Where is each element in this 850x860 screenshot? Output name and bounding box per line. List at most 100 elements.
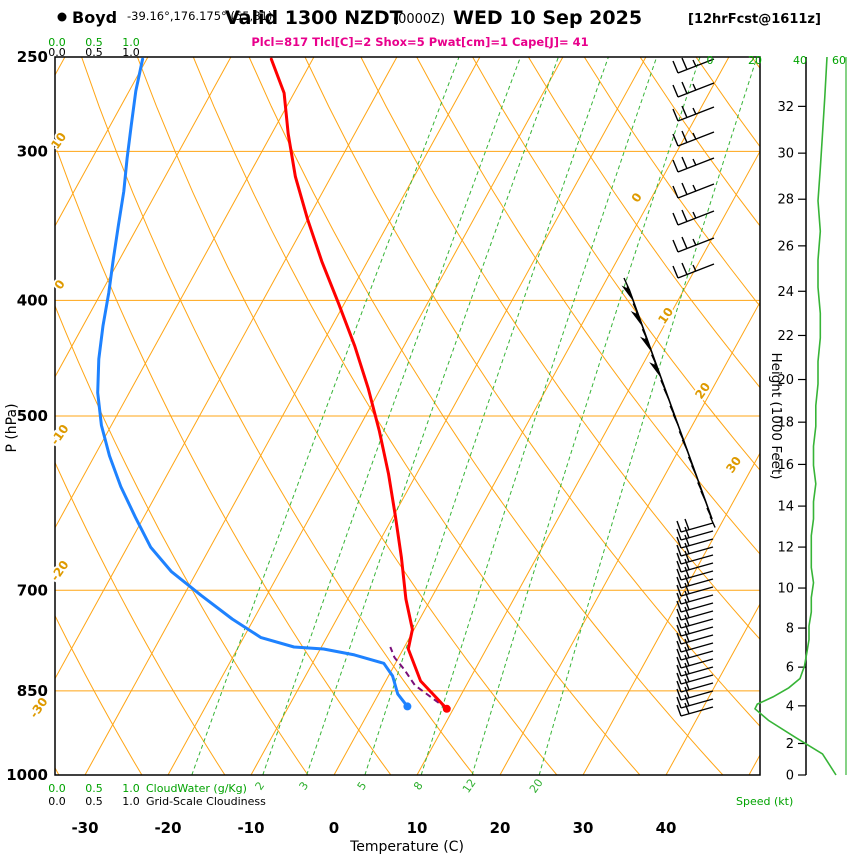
dry-adiabat-line: [81, 57, 475, 775]
dry-adiabat-line: [136, 57, 558, 775]
valid-time: Valid 1300 NZDT: [225, 7, 403, 29]
wind-barb: [692, 158, 697, 166]
speed-tick-label: 20: [748, 54, 762, 67]
wind-barb: [672, 185, 679, 199]
dry-adiabat-line: [192, 57, 641, 775]
gridscale-tick-top: 1.0: [122, 46, 140, 59]
wind-barb: [676, 520, 682, 533]
wind-barb: [676, 624, 682, 637]
isotherm-line: [582, 452, 760, 775]
wind-barb: [676, 576, 682, 589]
wind-barbs: [621, 57, 716, 717]
temperature-tick-label: 0: [329, 819, 339, 837]
wind-barb-flag: [630, 311, 643, 328]
height-tick-label: 12: [777, 541, 794, 556]
speed-axis: 0 20 40 60: [707, 54, 847, 776]
isotherm-label: 30: [723, 454, 744, 476]
wind-barb: [680, 706, 714, 717]
pressure-tick-label: 500: [17, 407, 48, 425]
height-tick-label: 18: [777, 416, 794, 431]
isotherm-line: [84, 57, 481, 775]
isotherm-label: 20: [692, 380, 713, 402]
wind-barb: [681, 236, 688, 249]
wind-barb: [681, 81, 688, 94]
wind-barb: [672, 212, 679, 226]
wind-barb: [700, 490, 707, 503]
dry-adiabat-line: [808, 57, 850, 775]
wind-barb: [676, 632, 682, 645]
wind-barb: [684, 526, 690, 538]
wind-barb: [684, 638, 690, 650]
speed-tick-label: 40: [793, 54, 807, 67]
isotherm-label: 0: [52, 277, 68, 292]
wind-barb: [684, 606, 690, 618]
dry-adiabat-line: [55, 304, 309, 775]
temperature-tick-label: -10: [237, 819, 264, 837]
wind-barb: [681, 182, 688, 195]
title-row: Boyd -39.16°,176.175° (55,81) Valid 1300…: [57, 7, 821, 49]
wind-barb: [684, 582, 690, 594]
mixing-ratio-line: [471, 57, 701, 775]
isotherm-label: -10: [48, 422, 72, 448]
isotherm-line: [665, 603, 760, 775]
wind-barb: [676, 672, 682, 685]
gridscale-axis-label: Grid-Scale Cloudiness: [146, 795, 266, 808]
pressure-tick-label: 250: [17, 48, 48, 66]
wind-barb: [684, 678, 690, 690]
skewt-grid: [55, 57, 850, 775]
wind-barb: [684, 590, 690, 602]
wind-barb: [672, 239, 679, 253]
wind-barb: [684, 542, 690, 554]
wind-barb: [681, 57, 688, 70]
isotherm-label: 10: [48, 130, 69, 152]
height-tick-label: 28: [777, 193, 794, 208]
wind-barb: [676, 608, 682, 621]
isotherm-line: [250, 57, 647, 775]
isotherm-line: [55, 57, 315, 529]
pressure-tick-label: 1000: [6, 766, 48, 784]
speed-tick-label: 60: [832, 54, 846, 67]
height-tick-label: 0: [786, 769, 794, 784]
cloudwater-tick-bottom: 0.5: [85, 782, 103, 795]
wind-barb: [676, 600, 682, 613]
valid-date: WED 10 Sep 2025: [453, 7, 642, 29]
height-tick-label: 16: [777, 458, 794, 473]
wind-barb: [676, 648, 682, 661]
wind-barb: [684, 550, 690, 562]
isotherm-line: [55, 57, 232, 378]
wind-barb: [676, 696, 682, 709]
height-tick-label: 24: [777, 285, 794, 300]
wind-barb: [681, 156, 688, 169]
wind-barb: [676, 616, 682, 629]
isotherm-line: [55, 57, 149, 227]
cloudwater-tick-top: 0.5: [85, 36, 103, 49]
wind-barb: [676, 528, 682, 541]
frame-diagonal-line: [628, 288, 713, 520]
surface-temp-dot: [442, 704, 451, 713]
wind-barb: [684, 654, 690, 666]
wind-barb: [676, 568, 682, 581]
cloudwater-tick-bottom: 1.0: [122, 782, 140, 795]
isotherm-line: [499, 301, 760, 775]
height-tick-label: 22: [777, 329, 794, 344]
wind-barb: [692, 59, 697, 67]
pressure-tick-label: 700: [17, 581, 48, 599]
dry-adiabat-line: [248, 57, 724, 775]
wind-barb: [672, 159, 679, 173]
cloudwater-tick-top: 1.0: [122, 36, 140, 49]
height-tick-label: 20: [777, 373, 794, 388]
isotherm-line: [416, 150, 760, 775]
isotherm-label: 0: [629, 190, 645, 205]
dry-adiabat-line: [360, 57, 760, 641]
wind-barb: [684, 686, 690, 698]
surface-dewpoint-dot: [403, 702, 412, 711]
temperature-tick-label: -30: [71, 819, 98, 837]
wind-barb-flag: [621, 285, 634, 302]
speed-curve: [754, 56, 837, 776]
wind-barb: [684, 566, 690, 578]
mixing-ratio-line: [191, 57, 460, 775]
wind-barb: [676, 688, 682, 701]
station-bullet-icon: [57, 12, 67, 22]
surface-dots: [403, 702, 451, 713]
